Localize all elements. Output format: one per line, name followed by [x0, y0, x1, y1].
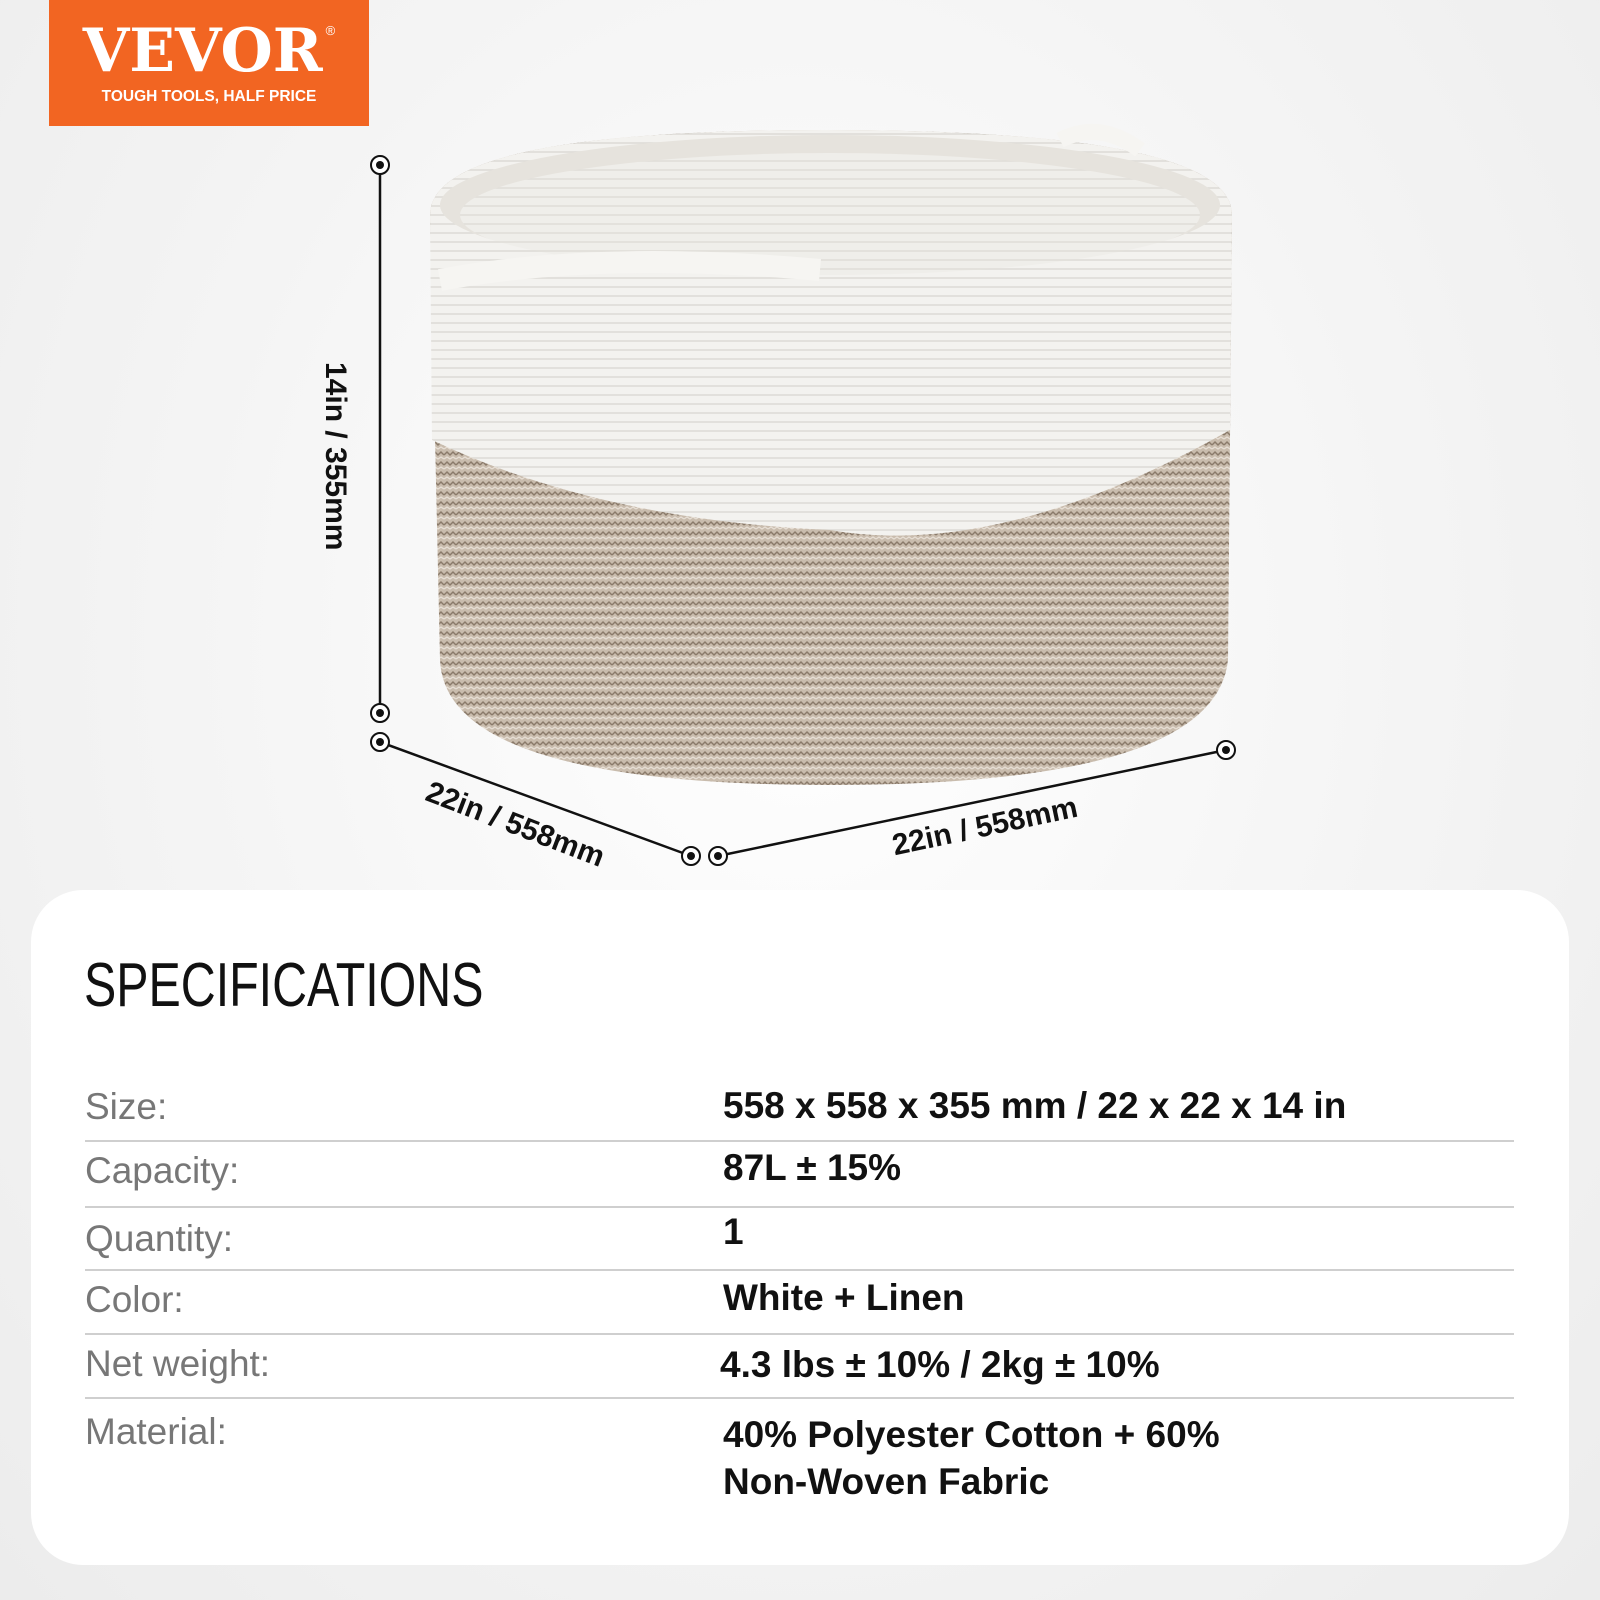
spec-value: 87L ± 15%: [723, 1147, 902, 1188]
spec-label: Color:: [85, 1279, 184, 1320]
spec-label: Material:: [85, 1411, 227, 1452]
specifications-title: SPECIFICATIONS: [84, 951, 484, 1020]
specifications-card: SPECIFICATIONS Size: 558 x 558 x 355 mm …: [31, 890, 1569, 1565]
spec-value: White + Linen: [723, 1277, 965, 1318]
spec-row-material: Material: 40% Polyester Cotton + 60% Non…: [85, 1399, 1514, 1509]
logo-brand: VEVOR: [82, 16, 323, 86]
logo-tagline: TOUGH TOOLS, HALF PRICE: [101, 88, 317, 105]
spec-value: 558 x 558 x 355 mm / 22 x 22 x 14 in: [723, 1085, 1347, 1126]
spec-value: 4.3 lbs ± 10% / 2kg ± 10%: [720, 1344, 1160, 1385]
spec-row-capacity: Capacity: 87L ± 15%: [85, 1142, 1514, 1208]
spec-label: Net weight:: [85, 1343, 271, 1384]
spec-value: 1: [723, 1211, 744, 1252]
height-dimension-label: 14in / 355mm: [319, 362, 352, 551]
logo-brand-line: VEVOR ®: [49, 18, 369, 84]
spec-label: Size:: [85, 1086, 168, 1127]
spec-row-color: Color: White + Linen: [85, 1271, 1514, 1335]
basket-illustration: [370, 124, 1236, 866]
spec-row-quantity: Quantity: 1: [85, 1208, 1514, 1271]
dimension-endpoints: [370, 155, 1236, 866]
spec-value: 40% Polyester Cotton + 60% Non-Woven Fab…: [723, 1414, 1220, 1502]
dimension-lines: [378, 165, 1227, 858]
spec-row-size: Size: 558 x 558 x 355 mm / 22 x 22 x 14 …: [85, 1080, 1514, 1142]
logo-registered: ®: [325, 23, 336, 38]
spec-label: Quantity:: [85, 1218, 234, 1259]
spec-label: Capacity:: [85, 1150, 240, 1191]
basket: [430, 124, 1232, 785]
vevor-logo: VEVOR ® TOUGH TOOLS, HALF PRICE: [49, 0, 369, 126]
spec-row-net-weight: Net weight: 4.3 lbs ± 10% / 2kg ± 10%: [85, 1335, 1514, 1399]
